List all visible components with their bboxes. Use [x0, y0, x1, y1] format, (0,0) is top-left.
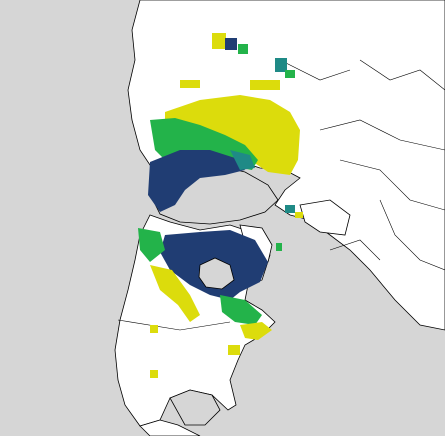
snow-mid: [285, 70, 295, 78]
snow-low: [150, 370, 158, 378]
snow-midhigh: [275, 58, 287, 72]
snow-low: [250, 80, 280, 90]
snow-mid: [138, 228, 165, 262]
snow-midhigh: [285, 205, 295, 213]
snow-low: [295, 212, 303, 218]
borders: [117, 59, 445, 331]
snow-high: [225, 38, 237, 50]
snow-low: [180, 80, 200, 88]
snow-high: [148, 150, 245, 212]
europe: [299, 199, 351, 236]
snow-low: [150, 265, 200, 322]
central-america: [139, 419, 201, 436]
gulf-of-mexico: [169, 389, 221, 426]
snow-low: [165, 95, 300, 175]
hudson-bay: [198, 257, 235, 290]
snow-low: [212, 33, 226, 49]
snow-mid: [220, 295, 262, 325]
snow-low: [228, 345, 240, 355]
snow-mid: [238, 44, 248, 54]
snow-mid: [276, 243, 282, 251]
snow-low: [150, 325, 158, 333]
snow-midhigh: [230, 150, 255, 170]
snow-low: [240, 322, 272, 340]
